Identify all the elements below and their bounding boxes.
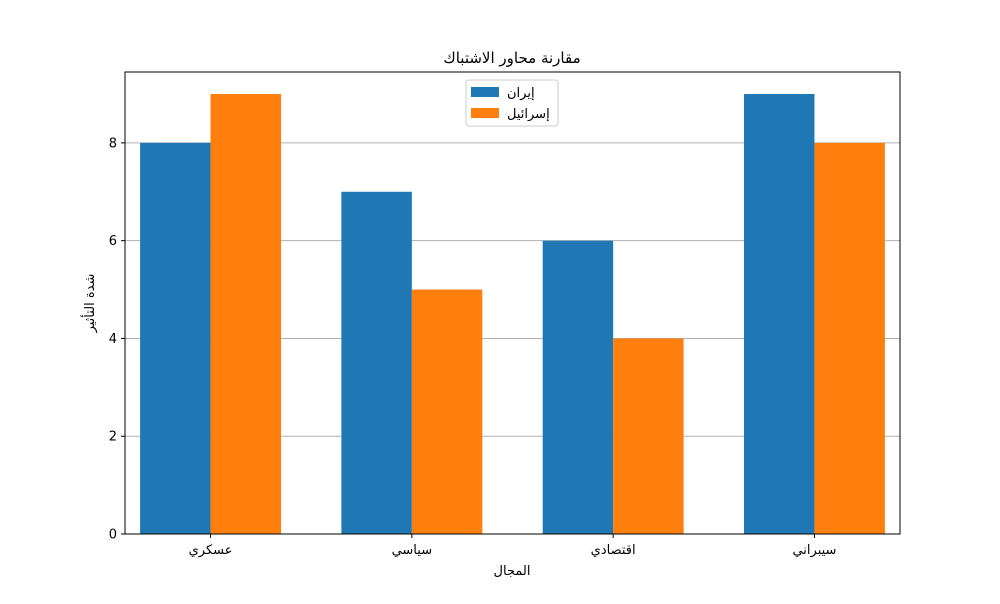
x-tick-label: سيبراني bbox=[792, 543, 836, 558]
y-tick-label: 8 bbox=[109, 136, 117, 151]
y-tick-label: 2 bbox=[109, 430, 117, 445]
legend-swatch bbox=[471, 108, 499, 118]
bar-iran-2 bbox=[542, 240, 614, 534]
bar-iran-1 bbox=[341, 191, 412, 534]
y-tick-label: 4 bbox=[109, 332, 117, 347]
bar-israel-2 bbox=[613, 338, 684, 534]
y-axis-label: شدة التأثير bbox=[80, 274, 98, 334]
bar-israel-3 bbox=[814, 142, 885, 534]
x-axis: عسكري سياسي اقتصادي سيبراني bbox=[189, 534, 836, 558]
plot-frame bbox=[124, 71, 901, 535]
y-tick-label: 0 bbox=[109, 528, 117, 543]
x-tick-label: اقتصادي bbox=[591, 543, 636, 558]
x-tick-label: عسكري bbox=[189, 543, 233, 558]
bar-iran-3 bbox=[743, 94, 815, 534]
legend-label: إسرائيل bbox=[507, 107, 550, 122]
y-tick-label: 6 bbox=[109, 234, 117, 249]
bars bbox=[140, 94, 885, 534]
bar-israel-0 bbox=[210, 94, 282, 534]
bar-iran-0 bbox=[140, 142, 211, 534]
legend: إيران إسرائيل bbox=[465, 79, 559, 127]
x-axis-label: المجال bbox=[494, 564, 531, 579]
chart-title: مقارنة محاور الاشتباك bbox=[443, 49, 580, 67]
legend-swatch bbox=[471, 87, 499, 97]
x-tick-label: سياسي bbox=[392, 543, 433, 558]
legend-label: إيران bbox=[507, 86, 535, 101]
bar-israel-1 bbox=[411, 289, 483, 534]
y-axis: 0 2 4 6 8 bbox=[109, 136, 125, 543]
